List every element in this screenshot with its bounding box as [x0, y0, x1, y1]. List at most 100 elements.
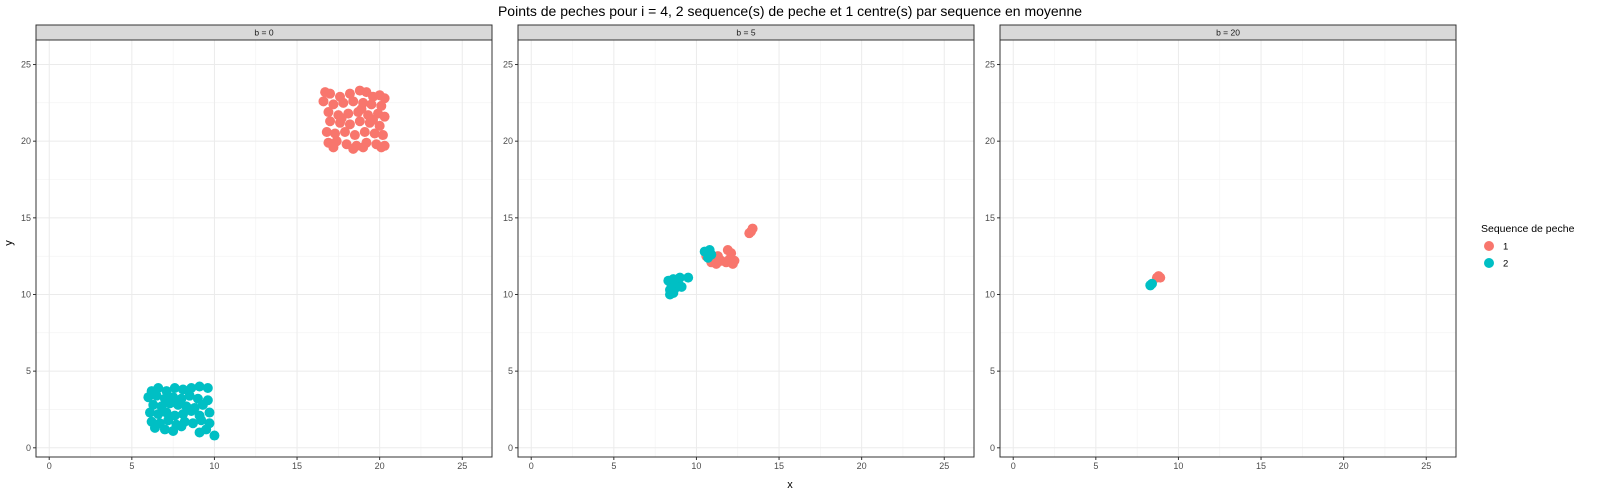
data-point-series-2	[674, 272, 685, 283]
x-tick-label: 5	[129, 461, 134, 471]
x-tick-label: 15	[292, 461, 302, 471]
y-tick-label: 25	[21, 60, 31, 70]
x-tick-label: 25	[939, 461, 949, 471]
data-point-series-1	[358, 142, 369, 153]
legend: Sequence de peche 1 2	[1481, 223, 1575, 270]
panel-border	[999, 39, 1457, 458]
legend-label-1: 1	[1503, 242, 1508, 253]
x-axis-title: x	[787, 479, 793, 491]
data-point-series-1	[729, 255, 740, 266]
y-tick-label: 5	[508, 366, 513, 376]
y-tick-label: 10	[985, 289, 995, 299]
legend-label-2: 2	[1503, 259, 1508, 270]
panel-border	[517, 39, 975, 458]
data-point-series-1	[356, 103, 367, 114]
data-point-series-2	[194, 381, 205, 392]
x-tick-label: 25	[1421, 461, 1431, 471]
y-tick-label: 0	[26, 443, 31, 453]
data-point-series-2	[197, 399, 208, 410]
data-point-series-2	[186, 383, 197, 394]
data-point-series-1	[338, 97, 349, 108]
y-tick-label: 5	[26, 366, 31, 376]
data-point-series-2	[149, 422, 160, 433]
data-point-series-2	[164, 398, 175, 409]
facet-panel-0: b = 0 0 5 10 15 20 25 0 5 10 15 20 25	[21, 24, 493, 471]
data-point-series-2	[143, 392, 154, 403]
data-point-series-2	[201, 424, 212, 435]
x-tick-label: 5	[611, 461, 616, 471]
x-tick-label: 0	[1011, 461, 1016, 471]
data-point-series-2	[151, 390, 162, 401]
data-point-series-1	[330, 128, 341, 139]
data-point-series-1	[368, 114, 379, 125]
facet-strip-label: b = 0	[254, 28, 273, 38]
data-point-series-2	[178, 384, 189, 395]
facet-panel-1: b = 5 0 5 10 15 20 25 0 5 10 15 20 25	[503, 24, 975, 471]
data-point-series-2	[176, 421, 187, 432]
data-point-series-2	[186, 406, 197, 417]
data-point-series-2	[683, 272, 694, 283]
data-point-series-1	[377, 130, 388, 141]
y-tick-label: 0	[990, 443, 995, 453]
data-point-series-1	[318, 96, 329, 107]
data-point-series-1	[376, 142, 387, 153]
data-point-series-1	[726, 248, 737, 259]
x-tick-label: 10	[1173, 461, 1183, 471]
legend-key-2	[1484, 258, 1494, 268]
data-point-series-2	[1145, 280, 1156, 291]
y-tick-label: 10	[503, 289, 513, 299]
data-point-series-2	[145, 407, 155, 418]
y-tick-label: 15	[503, 213, 513, 223]
data-point-series-2	[163, 415, 174, 426]
y-tick-label: 0	[508, 443, 513, 453]
plot-area	[518, 40, 974, 457]
data-point-series-1	[321, 126, 332, 137]
x-tick-label: 25	[457, 461, 467, 471]
data-point-series-2	[153, 383, 164, 394]
panel-border	[35, 39, 493, 458]
data-point-series-2	[153, 409, 164, 420]
data-point-series-2	[196, 415, 207, 426]
data-point-series-2	[202, 383, 213, 394]
data-point-series-1	[349, 130, 360, 141]
plot-area	[36, 40, 492, 457]
y-axis-title: y	[3, 240, 15, 246]
y-tick-label: 15	[985, 213, 995, 223]
facet-strip-label: b = 20	[1216, 28, 1240, 38]
data-point-series-1	[328, 99, 339, 110]
data-point-series-2	[159, 424, 170, 435]
data-point-series-2	[187, 418, 198, 429]
y-tick-label: 20	[985, 136, 995, 146]
data-point-series-1	[325, 116, 336, 127]
data-point-series-2	[148, 399, 159, 410]
data-point-series-2	[706, 249, 717, 260]
data-point-series-2	[204, 407, 215, 418]
data-point-series-1	[744, 228, 755, 239]
y-tick-label: 25	[985, 60, 995, 70]
x-tick-label: 10	[691, 461, 701, 471]
data-point-series-1	[348, 143, 359, 154]
x-tick-label: 0	[529, 461, 534, 471]
facet-panel-2: b = 20 0 5 10 15 20 25 0 5 10 15 20 25	[985, 24, 1457, 471]
y-tick-label: 5	[990, 366, 995, 376]
data-point-series-1	[354, 116, 365, 127]
data-point-series-1	[359, 126, 370, 137]
data-point-series-1	[325, 88, 336, 99]
data-point-series-2	[169, 383, 180, 394]
data-point-series-2	[173, 399, 184, 410]
data-point-series-2	[178, 409, 189, 420]
data-point-series-1	[374, 120, 385, 131]
x-tick-label: 20	[857, 461, 867, 471]
data-point-series-1	[379, 93, 390, 104]
data-point-series-1	[344, 88, 355, 99]
data-point-series-2	[209, 430, 220, 441]
plot-area	[1000, 40, 1456, 457]
data-point-series-2	[184, 390, 195, 401]
x-tick-label: 15	[1256, 461, 1266, 471]
legend-title: Sequence de peche	[1481, 223, 1575, 235]
data-point-series-1	[366, 99, 377, 110]
x-tick-label: 15	[774, 461, 784, 471]
data-point-series-1	[379, 111, 390, 122]
x-tick-label: 10	[209, 461, 219, 471]
